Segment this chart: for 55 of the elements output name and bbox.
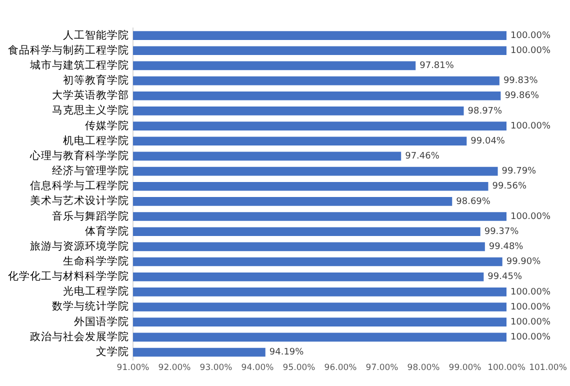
y-tick-label: 经济与管理学院 [52,164,129,178]
x-tick-label: 99.00% [448,363,482,374]
y-tick-label: 传媒学院 [85,118,129,132]
data-label: 98.97% [468,106,503,116]
data-label: 100.00% [510,287,551,298]
data-label: 99.86% [504,91,540,102]
x-tick-label: 97.00% [366,363,398,374]
y-tick-label: 生命科学学院 [63,254,129,268]
data-label: 97.46% [405,152,440,162]
data-label: 99.04% [470,136,506,146]
y-tick-label: 化学化工与材料科学学院 [8,270,129,283]
x-tick-label: 98.00% [407,363,440,374]
x-tick-label: 101.00% [529,363,567,374]
y-tick-label: 初等教育学院 [63,74,129,87]
data-label: 99.37% [484,226,520,237]
data-label: 99.56% [492,182,528,192]
x-tick-label: 94.00% [241,363,274,374]
data-label: 94.19% [269,348,304,358]
data-label: 100.00% [510,30,551,41]
y-tick-label: 光电工程学院 [63,284,129,298]
y-tick-label: 文学院 [96,344,129,358]
y-tick-label: 数学与统计学院 [52,300,129,313]
data-label: 98.69% [456,196,491,207]
y-tick-label: 信息科学与工程学院 [30,179,129,192]
x-tick-label: 93.00% [200,363,232,374]
y-tick-label: 大学英语教学部 [52,88,129,102]
data-label: 97.81% [420,61,454,72]
y-tick-label: 城市与建筑工程学院 [29,58,129,72]
y-tick-label: 体育学院 [85,224,129,238]
y-tick-label: 机电工程学院 [63,134,129,147]
y-tick-label: 人工智能学院 [63,28,129,42]
data-label: 99.48% [488,242,524,252]
data-label: 100.00% [510,212,551,222]
y-tick-label: 音乐与舞蹈学院 [52,209,129,222]
data-label: 99.83% [503,76,538,86]
y-tick-label: 马克思主义学院 [52,104,129,117]
x-tick-label: 95.00% [282,363,316,374]
data-label: 100.00% [510,332,551,343]
x-tick-label: 91.00% [116,363,150,374]
data-label: 99.90% [506,257,542,268]
y-tick-label: 美术与艺术设计学院 [30,194,129,208]
data-label: 99.45% [488,272,522,282]
y-tick-label: 食品科学与制药工程学院 [8,43,129,56]
y-tick-label: 外国语学院 [74,314,129,328]
data-label: 100.00% [510,317,551,328]
data-label: 100.00% [510,121,551,132]
data-label: 99.79% [502,166,537,177]
data-label: 100.00% [510,46,551,56]
x-tick-label: 96.00% [324,363,357,374]
x-tick-label: 92.00% [158,363,191,374]
y-tick-label: 旅游与资源环境学院 [30,239,129,252]
x-tick-label: 100.00% [488,363,526,374]
data-label: 100.00% [510,302,551,312]
y-tick-label: 心理与教育科学学院 [29,148,129,162]
y-tick-label: 政治与社会发展学院 [30,330,129,343]
